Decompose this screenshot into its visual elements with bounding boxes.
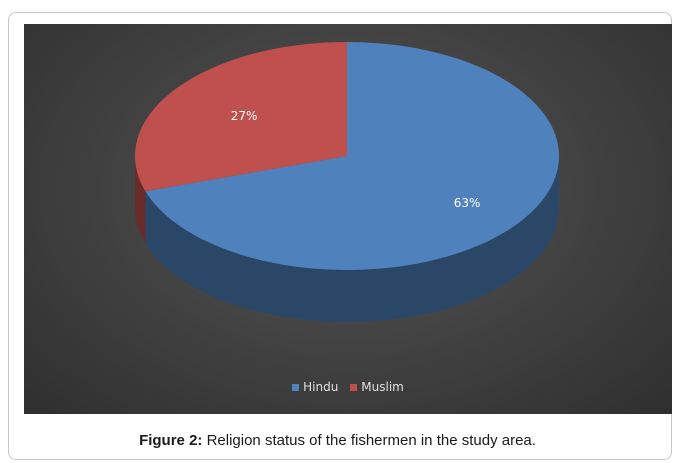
- pie-side-hindu: [145, 156, 559, 322]
- data-label-hindu: 63%: [454, 196, 481, 210]
- legend-label-hindu: Hindu: [303, 380, 339, 394]
- legend-swatch-hindu: [292, 383, 300, 391]
- chart-area: 63% 27% Hindu Muslim: [24, 24, 672, 414]
- pie-chart: 63% 27%: [135, 42, 559, 322]
- data-label-muslim: 27%: [231, 109, 258, 123]
- pie-slice-muslim: [135, 42, 347, 192]
- legend-item-hindu: Hindu: [292, 380, 338, 394]
- caption-text: Religion status of the fishermen in the …: [202, 432, 536, 449]
- chart-legend: Hindu Muslim: [24, 380, 672, 394]
- pie-slice-hindu: [145, 42, 559, 270]
- figure-caption: Figure 2: Religion status of the fisherm…: [0, 432, 675, 449]
- legend-swatch-muslim: [350, 383, 358, 391]
- pie-side-muslim: [135, 156, 146, 244]
- legend-label-muslim: Muslim: [361, 380, 404, 394]
- legend-item-muslim: Muslim: [350, 380, 404, 394]
- caption-prefix: Figure 2:: [139, 432, 203, 449]
